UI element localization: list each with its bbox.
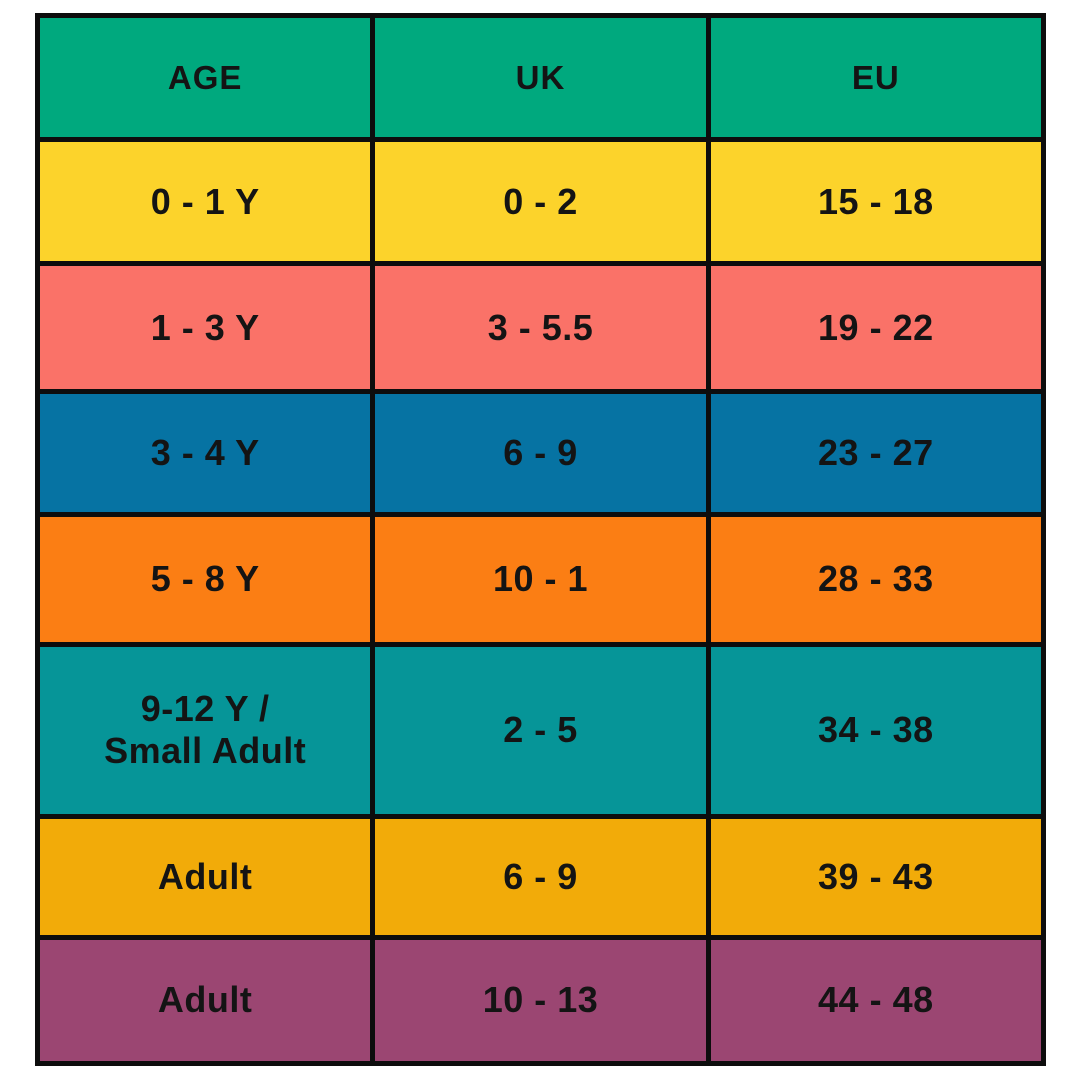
cell-eu: 39 - 43 bbox=[705, 813, 1047, 940]
cell-age: Adult bbox=[34, 934, 376, 1067]
cell-uk: 10 - 1 bbox=[370, 512, 711, 647]
table-row: 9-12 Y / Small Adult 2 - 5 34 - 38 bbox=[34, 641, 1047, 819]
table-row: Adult 10 - 13 44 - 48 bbox=[34, 934, 1047, 1067]
cell-eu: 19 - 22 bbox=[705, 261, 1047, 395]
cell-uk: 0 - 2 bbox=[370, 136, 711, 267]
table-body: 0 - 1 Y 0 - 2 15 - 18 1 - 3 Y 3 - 5.5 19… bbox=[34, 136, 1047, 1067]
cell-uk: 2 - 5 bbox=[370, 641, 711, 819]
header-row: AGE UK EU bbox=[34, 13, 1047, 142]
cell-uk: 6 - 9 bbox=[370, 389, 711, 518]
cell-eu: 44 - 48 bbox=[705, 934, 1047, 1067]
cell-age: 3 - 4 Y bbox=[34, 389, 376, 518]
cell-uk: 6 - 9 bbox=[370, 813, 711, 940]
size-chart: AGE UK EU 0 - 1 Y 0 - 2 15 - 18 1 - 3 Y … bbox=[34, 13, 1047, 1067]
table-row: 5 - 8 Y 10 - 1 28 - 33 bbox=[34, 512, 1047, 647]
cell-eu: 15 - 18 bbox=[705, 136, 1047, 267]
cell-age: 5 - 8 Y bbox=[34, 512, 376, 647]
table-header: AGE UK EU bbox=[34, 13, 1047, 142]
header-cell-uk: UK bbox=[370, 13, 711, 142]
cell-age: Adult bbox=[34, 813, 376, 940]
cell-uk: 3 - 5.5 bbox=[370, 261, 711, 395]
cell-eu: 28 - 33 bbox=[705, 512, 1047, 647]
cell-age: 9-12 Y / Small Adult bbox=[34, 641, 376, 819]
table-row: 3 - 4 Y 6 - 9 23 - 27 bbox=[34, 389, 1047, 518]
header-cell-age: AGE bbox=[34, 13, 376, 142]
table-row: Adult 6 - 9 39 - 43 bbox=[34, 813, 1047, 940]
size-conversion-table: AGE UK EU 0 - 1 Y 0 - 2 15 - 18 1 - 3 Y … bbox=[34, 13, 1047, 1067]
table-row: 0 - 1 Y 0 - 2 15 - 18 bbox=[34, 136, 1047, 267]
cell-age: 1 - 3 Y bbox=[34, 261, 376, 395]
cell-eu: 23 - 27 bbox=[705, 389, 1047, 518]
cell-age: 0 - 1 Y bbox=[34, 136, 376, 267]
cell-eu: 34 - 38 bbox=[705, 641, 1047, 819]
cell-uk: 10 - 13 bbox=[370, 934, 711, 1067]
header-cell-eu: EU bbox=[705, 13, 1047, 142]
table-row: 1 - 3 Y 3 - 5.5 19 - 22 bbox=[34, 261, 1047, 395]
